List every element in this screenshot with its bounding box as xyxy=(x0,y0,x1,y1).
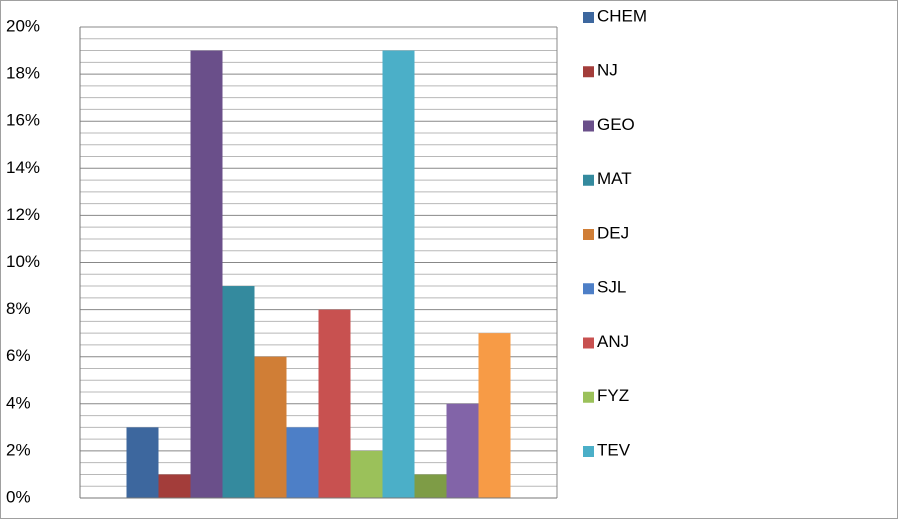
legend-label: FYZ xyxy=(597,386,629,405)
legend-swatch xyxy=(583,337,594,349)
legend-label: SJL xyxy=(597,278,626,297)
bar xyxy=(382,50,415,499)
bar xyxy=(350,450,383,498)
y-tick-label: 12% xyxy=(6,205,40,224)
y-tick-label: 20% xyxy=(6,16,40,35)
legend-label: NJ xyxy=(597,61,618,80)
legend-swatch xyxy=(583,120,594,132)
y-tick-label: 2% xyxy=(6,440,31,459)
bar xyxy=(318,309,351,498)
y-tick-label: 16% xyxy=(6,111,40,130)
y-tick-label: 18% xyxy=(6,64,40,83)
bar xyxy=(478,333,511,498)
bar xyxy=(254,356,287,498)
bar xyxy=(126,427,159,498)
legend-swatch xyxy=(583,66,594,78)
bar xyxy=(446,403,479,498)
y-tick-label: 14% xyxy=(6,158,40,177)
legend-swatch xyxy=(583,391,594,403)
bar xyxy=(222,286,255,498)
legend-swatch xyxy=(583,174,594,186)
legend-label: CHEM xyxy=(597,6,647,25)
legend-label: DEJ xyxy=(597,223,629,242)
legend-label: GEO xyxy=(597,115,635,134)
legend-swatch xyxy=(583,446,594,457)
legend-swatch xyxy=(583,229,594,240)
y-tick-label: 4% xyxy=(6,393,31,412)
y-tick-label: 0% xyxy=(6,487,31,506)
legend-swatch xyxy=(583,283,594,295)
y-tick-label: 10% xyxy=(6,252,40,271)
legend-swatch xyxy=(583,12,594,23)
legend-label: ANJ xyxy=(597,332,629,351)
y-tick-label: 8% xyxy=(6,299,31,318)
bar xyxy=(190,50,223,499)
bar xyxy=(414,474,447,498)
legend-label: TEV xyxy=(597,440,631,459)
bar xyxy=(158,474,191,498)
y-tick-label: 6% xyxy=(6,346,31,365)
bar xyxy=(286,427,319,498)
legend-label: MAT xyxy=(597,169,632,188)
